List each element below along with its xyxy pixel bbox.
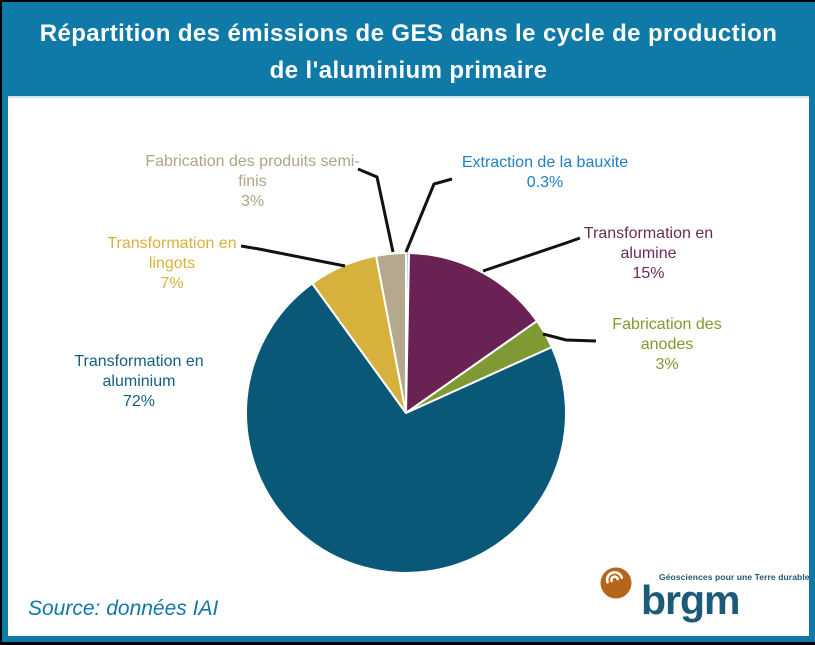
leader-line-anodes [542, 332, 597, 343]
slice-label-anodes: Fabrication des anodes 3% [592, 315, 742, 375]
leader-line-bauxite [404, 177, 453, 253]
slice-label-value: 3% [240, 193, 265, 210]
slice-label-text: Transformation en aluminium [74, 353, 204, 390]
pie-slice-aluminium [245, 282, 567, 574]
brgm-tagline: Géosciences pour une Terre durable [659, 572, 810, 582]
slice-label-value: 0.3% [526, 174, 564, 191]
slice-label-text: Extraction de la bauxite [461, 154, 629, 171]
brgm-logo: Géosciences pour une Terre durable brgm [600, 565, 810, 623]
leader-line-alumine [482, 236, 581, 273]
slice-label-value: 3% [655, 356, 679, 373]
slice-label-aluminium: Transformation en aluminium 72% [58, 352, 220, 412]
pie-slice-semifinis [375, 252, 407, 414]
brgm-logo-text: Géosciences pour une Terre durable brgm [641, 565, 810, 623]
chart-title-line1: Répartition des émissions de GES dans le… [39, 19, 778, 47]
chart-title: Répartition des émissions de GES dans le… [8, 8, 809, 98]
chart-title-line2: de l'aluminium primaire [269, 56, 548, 84]
slice-label-value: 7% [160, 275, 184, 292]
source-caption: Source: données IAI [28, 597, 219, 620]
slice-label-lingots: Transformation en lingots 7% [102, 234, 242, 294]
slice-label-value: 15% [632, 265, 665, 282]
leader-lines [240, 167, 597, 343]
leader-line-lingots [240, 244, 346, 268]
slice-label-text: Transformation en lingots [107, 235, 237, 272]
brgm-wordmark: brgm [641, 577, 740, 623]
slice-label-value: 72% [122, 393, 156, 410]
brgm-logo-icon [600, 567, 632, 599]
slice-label-bauxite: Extraction de la bauxite 0.3% [440, 153, 650, 193]
leader-line-semifinis [357, 167, 395, 253]
slice-label-alumine: Transformation en alumine 15% [576, 224, 721, 284]
slice-label-text: Fabrication des anodes [612, 316, 722, 353]
slice-label-text: Transformation en alumine [583, 225, 714, 262]
slice-label-semifinis: Fabrication des produits semi-finis 3% [135, 152, 370, 212]
pie-slice-alumine [405, 252, 538, 414]
slice-label-text: Fabrication des produits semi-finis [145, 153, 360, 190]
pie-slices [245, 252, 567, 574]
